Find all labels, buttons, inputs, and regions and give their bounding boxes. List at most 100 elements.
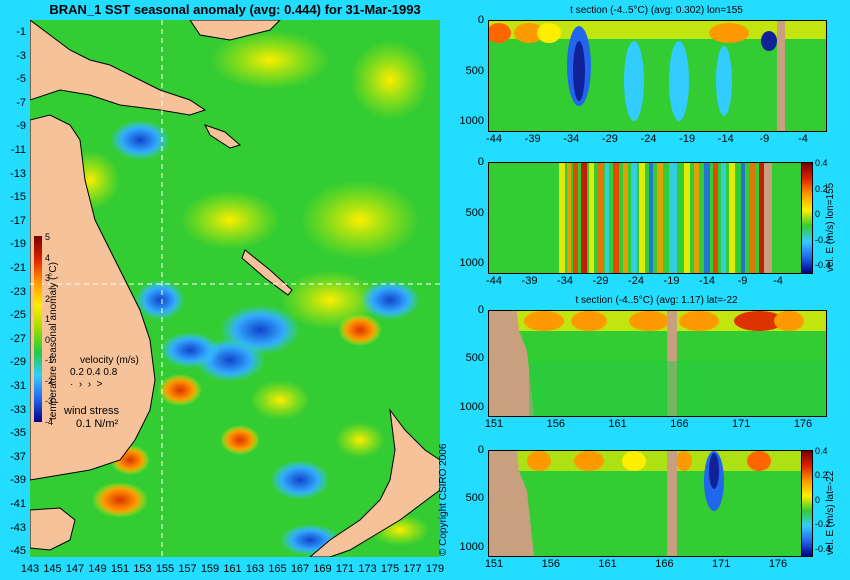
lon-tick-label: 157 bbox=[178, 563, 197, 575]
solomon-island bbox=[204, 124, 242, 149]
x-tick-label: -44 bbox=[486, 133, 502, 145]
x-tick-label: 166 bbox=[655, 558, 674, 570]
section-panel[interactable] bbox=[488, 310, 827, 417]
x-tick-label: 161 bbox=[608, 418, 627, 430]
lon-tick-label: 179 bbox=[425, 563, 445, 575]
lon-tick-label: 159 bbox=[200, 563, 220, 575]
lon-tick-label: 171 bbox=[335, 563, 355, 575]
lon-tick-label: 153 bbox=[133, 563, 152, 575]
velocity-colorbar-tick: -0.2 bbox=[815, 519, 831, 530]
velocity-colorbar bbox=[801, 450, 813, 557]
velocity-colorbar-tick: 0.4 bbox=[815, 158, 828, 168]
x-tick-label: -4 bbox=[798, 133, 808, 145]
colorbar-tick-label: 3 bbox=[45, 273, 51, 283]
colorbar-tick-label: 0 bbox=[45, 334, 51, 345]
depth-tick-label: 1000 bbox=[459, 115, 484, 128]
lon-tick-label: 143 bbox=[20, 563, 40, 575]
lon-tick-label: 145 bbox=[43, 563, 62, 575]
x-tick-label: -14 bbox=[717, 133, 734, 145]
colorbar-tick-label: -4 bbox=[45, 416, 54, 427]
lat-tick-label: -31 bbox=[10, 380, 26, 392]
depth-tick-label: 0 bbox=[477, 304, 484, 316]
lat-tick-label: -25 bbox=[10, 309, 26, 322]
depth-tick-label: 0 bbox=[477, 156, 484, 168]
velocity-colorbar-tick: 0.2 bbox=[815, 470, 828, 481]
depth-tick-label: 1000 bbox=[459, 400, 484, 413]
x-tick-label: 156 bbox=[541, 558, 560, 570]
lat-tick-label: -11 bbox=[10, 144, 26, 156]
lon-tick-label: 163 bbox=[245, 563, 265, 575]
temperature-colorbar bbox=[34, 236, 42, 422]
lat-tick-label: -13 bbox=[10, 167, 26, 180]
panel-title: t section (-4..5°C) (avg: 1.17) lat=-22 bbox=[575, 295, 738, 306]
wind-legend-scale: 0.1 N/m² bbox=[76, 418, 119, 430]
lat-tick-label: -3 bbox=[16, 49, 26, 62]
x-tick-label: 176 bbox=[793, 418, 813, 430]
depth-tick-label: 500 bbox=[465, 492, 484, 505]
map-svg bbox=[30, 20, 440, 557]
lat-tick-label: -23 bbox=[10, 285, 26, 298]
tasmania-land bbox=[30, 507, 76, 551]
new-guinea-land bbox=[30, 20, 207, 116]
depth-tick-label: 0 bbox=[477, 444, 484, 456]
x-tick-label: 151 bbox=[484, 558, 504, 570]
depth-tick-label: 0 bbox=[477, 14, 484, 26]
lat-tick-label: -29 bbox=[10, 356, 26, 369]
x-tick-label: -24 bbox=[640, 133, 657, 145]
depth-tick-label: 1000 bbox=[459, 540, 484, 553]
lat-tick-label: -9 bbox=[16, 120, 26, 133]
velocity-colorbar-tick: 0.2 bbox=[815, 183, 828, 194]
lon-tick-label: 151 bbox=[110, 563, 130, 575]
lon-tick-label: 165 bbox=[268, 563, 287, 575]
velocity-legend-label: velocity (m/s) bbox=[80, 355, 139, 366]
x-tick-label: -14 bbox=[699, 275, 715, 287]
section-plot bbox=[489, 163, 801, 273]
depth-tick-label: 500 bbox=[465, 206, 484, 219]
sst-anomaly-map[interactable] bbox=[30, 20, 440, 557]
lat-tick-label: -33 bbox=[10, 403, 26, 416]
lat-tick-label: -5 bbox=[16, 73, 26, 86]
lat-tick-label: -37 bbox=[10, 450, 26, 463]
colorbar-tick-label: -2 bbox=[45, 375, 54, 386]
lat-tick-label: -43 bbox=[10, 521, 26, 534]
x-tick-label: 161 bbox=[598, 558, 617, 570]
section-panel[interactable] bbox=[488, 450, 802, 557]
velocity-colorbar-tick: 0.4 bbox=[815, 446, 828, 456]
australia-land bbox=[30, 114, 156, 481]
wind-legend-label: wind stress bbox=[64, 405, 120, 417]
lat-tick-label: -17 bbox=[10, 214, 26, 227]
x-tick-label: 156 bbox=[546, 418, 565, 430]
lon-tick-label: 161 bbox=[223, 563, 242, 575]
section-plot bbox=[489, 451, 801, 556]
x-tick-label: -24 bbox=[628, 275, 644, 287]
depth-tick-label: 1000 bbox=[459, 257, 484, 270]
section-panel[interactable] bbox=[488, 162, 802, 274]
lon-tick-label: 149 bbox=[88, 563, 107, 575]
velocity-arrows-icon: · › › > bbox=[70, 379, 103, 390]
lon-tick-label: 177 bbox=[403, 563, 422, 575]
velocity-colorbar-tick: -0.2 bbox=[815, 234, 831, 245]
lat-tick-label: -21 bbox=[10, 262, 26, 274]
north-islands bbox=[189, 20, 281, 41]
lon-tick-label: 167 bbox=[290, 563, 310, 575]
x-tick-label: -29 bbox=[601, 133, 618, 145]
x-tick-label: -19 bbox=[663, 275, 680, 287]
velocity-side-label: vel. E (m/s) lon=155 bbox=[825, 182, 836, 272]
anomaly-blobs bbox=[60, 30, 430, 556]
lat-tick-label: -41 bbox=[10, 498, 26, 510]
lat-tick-label: -15 bbox=[10, 191, 26, 204]
colorbar-tick-label: 4 bbox=[45, 252, 51, 263]
lon-tick-label: 169 bbox=[313, 563, 332, 575]
new-caledonia-land bbox=[241, 249, 293, 296]
map-title: BRAN_1 SST seasonal anomaly (avg: 0.444)… bbox=[49, 2, 421, 17]
x-tick-label: -9 bbox=[759, 133, 770, 145]
x-tick-label: -19 bbox=[679, 133, 696, 145]
x-tick-label: -44 bbox=[486, 275, 502, 287]
colorbar-tick-label: -1 bbox=[45, 355, 54, 365]
lat-tick-label: -1 bbox=[16, 26, 26, 38]
colorbar-tick-label: -3 bbox=[45, 396, 54, 406]
section-panel[interactable] bbox=[488, 20, 827, 132]
velocity-side-label: vel. E (m/s) lat=-22 bbox=[825, 470, 836, 555]
x-tick-label: 166 bbox=[670, 418, 689, 430]
x-tick-label: 176 bbox=[768, 558, 788, 570]
